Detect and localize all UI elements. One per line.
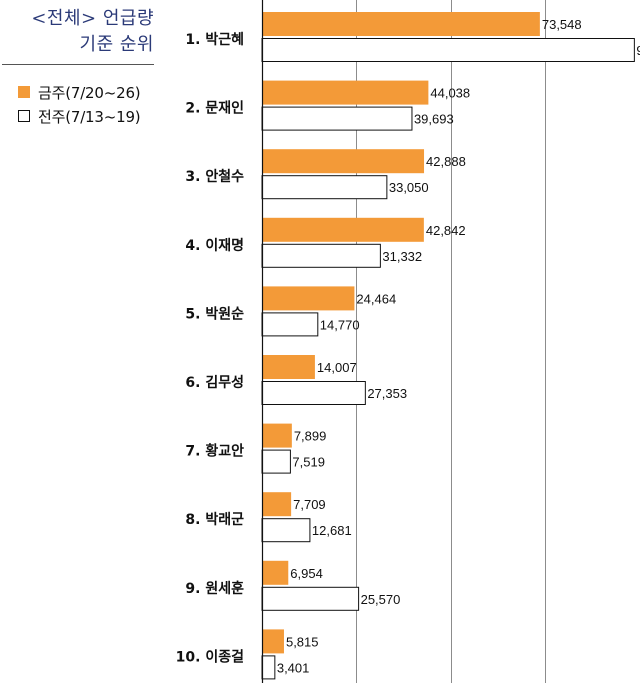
bar-last-week: [261, 243, 381, 268]
bar-last-week: [261, 106, 413, 131]
category-label: 6. 김무성: [185, 374, 244, 391]
value-label: 14,007: [317, 360, 357, 375]
value-label: 7,899: [294, 429, 327, 444]
bar-last-week: [261, 449, 291, 474]
value-label: 24,464: [356, 291, 396, 306]
value-label: 73,548: [542, 17, 582, 32]
bar-this-week: [262, 286, 355, 311]
bar-this-week: [262, 560, 289, 585]
bar-last-week: [261, 655, 276, 680]
value-label: 27,353: [367, 386, 407, 401]
chart-title: <전체> 언급량 기준 순위: [0, 6, 160, 58]
value-label: 12,681: [312, 523, 352, 538]
legend-swatch-last-week: [18, 110, 30, 122]
bar-this-week: [262, 217, 424, 242]
bar-this-week: [262, 492, 292, 517]
legend-swatch-this-week: [18, 86, 30, 98]
title-line-2: 기준 순위: [79, 34, 154, 55]
value-label: 5,815: [286, 634, 319, 649]
title-line-1: <전체> 언급량: [31, 8, 154, 29]
bar-this-week: [262, 423, 292, 448]
value-label: 14,770: [320, 317, 360, 332]
legend-label-last-week: 전주(7/13~19): [38, 107, 141, 126]
category-label: 5. 박원순: [185, 305, 244, 322]
category-label: 9. 원세훈: [185, 580, 244, 597]
bar-last-week: [261, 518, 311, 543]
bar-this-week: [262, 80, 429, 105]
bar-last-week: [261, 175, 388, 200]
bar-last-week: [261, 381, 366, 405]
category-label: 2. 문재인: [185, 100, 244, 117]
value-label: 3,401: [277, 660, 310, 675]
bar-this-week: [262, 12, 540, 36]
value-label: 42,888: [426, 154, 466, 169]
legend-label-this-week: 금주(7/20~26): [38, 83, 141, 102]
value-label: 42,842: [426, 223, 466, 238]
category-label: 4. 이재명: [185, 237, 244, 254]
bar-this-week: [262, 629, 284, 654]
title-divider: [2, 64, 154, 65]
legend: 금주(7/20~26) 전주(7/13~19): [18, 80, 141, 128]
value-label: 6,954: [290, 566, 323, 581]
value-label: 7,709: [293, 497, 326, 512]
bar-last-week: [261, 312, 319, 337]
bar-last-week: [261, 586, 360, 611]
bar-last-week: [261, 38, 635, 62]
category-label: 8. 박래군: [185, 511, 244, 528]
value-label: 44,038: [430, 86, 470, 101]
value-label: 33,050: [389, 180, 429, 195]
legend-item-last-week: 전주(7/13~19): [18, 104, 141, 128]
category-label: 7. 황교안: [185, 443, 244, 460]
value-label: 25,570: [361, 592, 401, 607]
value-label: 39,693: [414, 112, 454, 127]
value-label: 7,519: [292, 455, 325, 470]
bar-this-week: [262, 149, 425, 174]
legend-item-this-week: 금주(7/20~26): [18, 80, 141, 104]
category-label: 3. 안철수: [185, 168, 244, 185]
category-label: 1. 박근혜: [185, 31, 244, 48]
bar-this-week: [262, 355, 315, 379]
category-label: 10. 이종걸: [176, 648, 244, 665]
value-label: 31,332: [382, 249, 422, 264]
value-label: 98,558: [636, 43, 640, 58]
